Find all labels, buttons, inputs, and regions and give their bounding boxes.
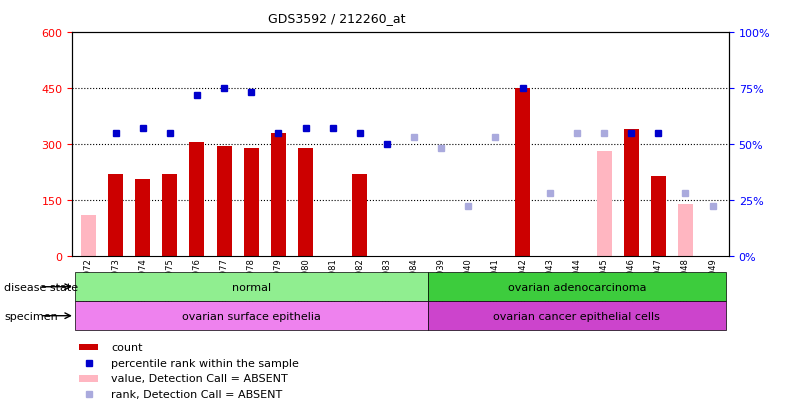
Bar <box>515 89 530 256</box>
Bar <box>597 152 611 256</box>
Bar <box>74 273 428 301</box>
Text: disease state: disease state <box>4 282 78 292</box>
Bar <box>78 375 99 382</box>
Text: percentile rank within the sample: percentile rank within the sample <box>111 358 300 368</box>
Bar <box>135 180 150 256</box>
Bar <box>81 215 96 256</box>
Text: count: count <box>111 342 143 352</box>
Text: ovarian surface epithelia: ovarian surface epithelia <box>182 311 320 321</box>
Text: GDS3592 / 212260_at: GDS3592 / 212260_at <box>268 12 405 25</box>
Bar <box>678 204 693 256</box>
Text: specimen: specimen <box>4 311 58 321</box>
Bar <box>216 147 231 256</box>
Bar <box>428 301 727 330</box>
Bar <box>244 148 259 256</box>
Bar <box>78 344 99 350</box>
Text: rank, Detection Call = ABSENT: rank, Detection Call = ABSENT <box>111 389 283 399</box>
Bar <box>428 273 727 301</box>
Bar <box>163 174 177 256</box>
Bar <box>651 176 666 256</box>
Bar <box>108 174 123 256</box>
Text: normal: normal <box>231 282 271 292</box>
Bar <box>624 130 638 256</box>
Bar <box>298 148 313 256</box>
Bar <box>271 133 286 256</box>
Text: value, Detection Call = ABSENT: value, Detection Call = ABSENT <box>111 373 288 384</box>
Text: ovarian adenocarcinoma: ovarian adenocarcinoma <box>508 282 646 292</box>
Bar <box>190 143 204 256</box>
Bar <box>74 301 428 330</box>
Text: ovarian cancer epithelial cells: ovarian cancer epithelial cells <box>493 311 660 321</box>
Bar <box>352 174 367 256</box>
